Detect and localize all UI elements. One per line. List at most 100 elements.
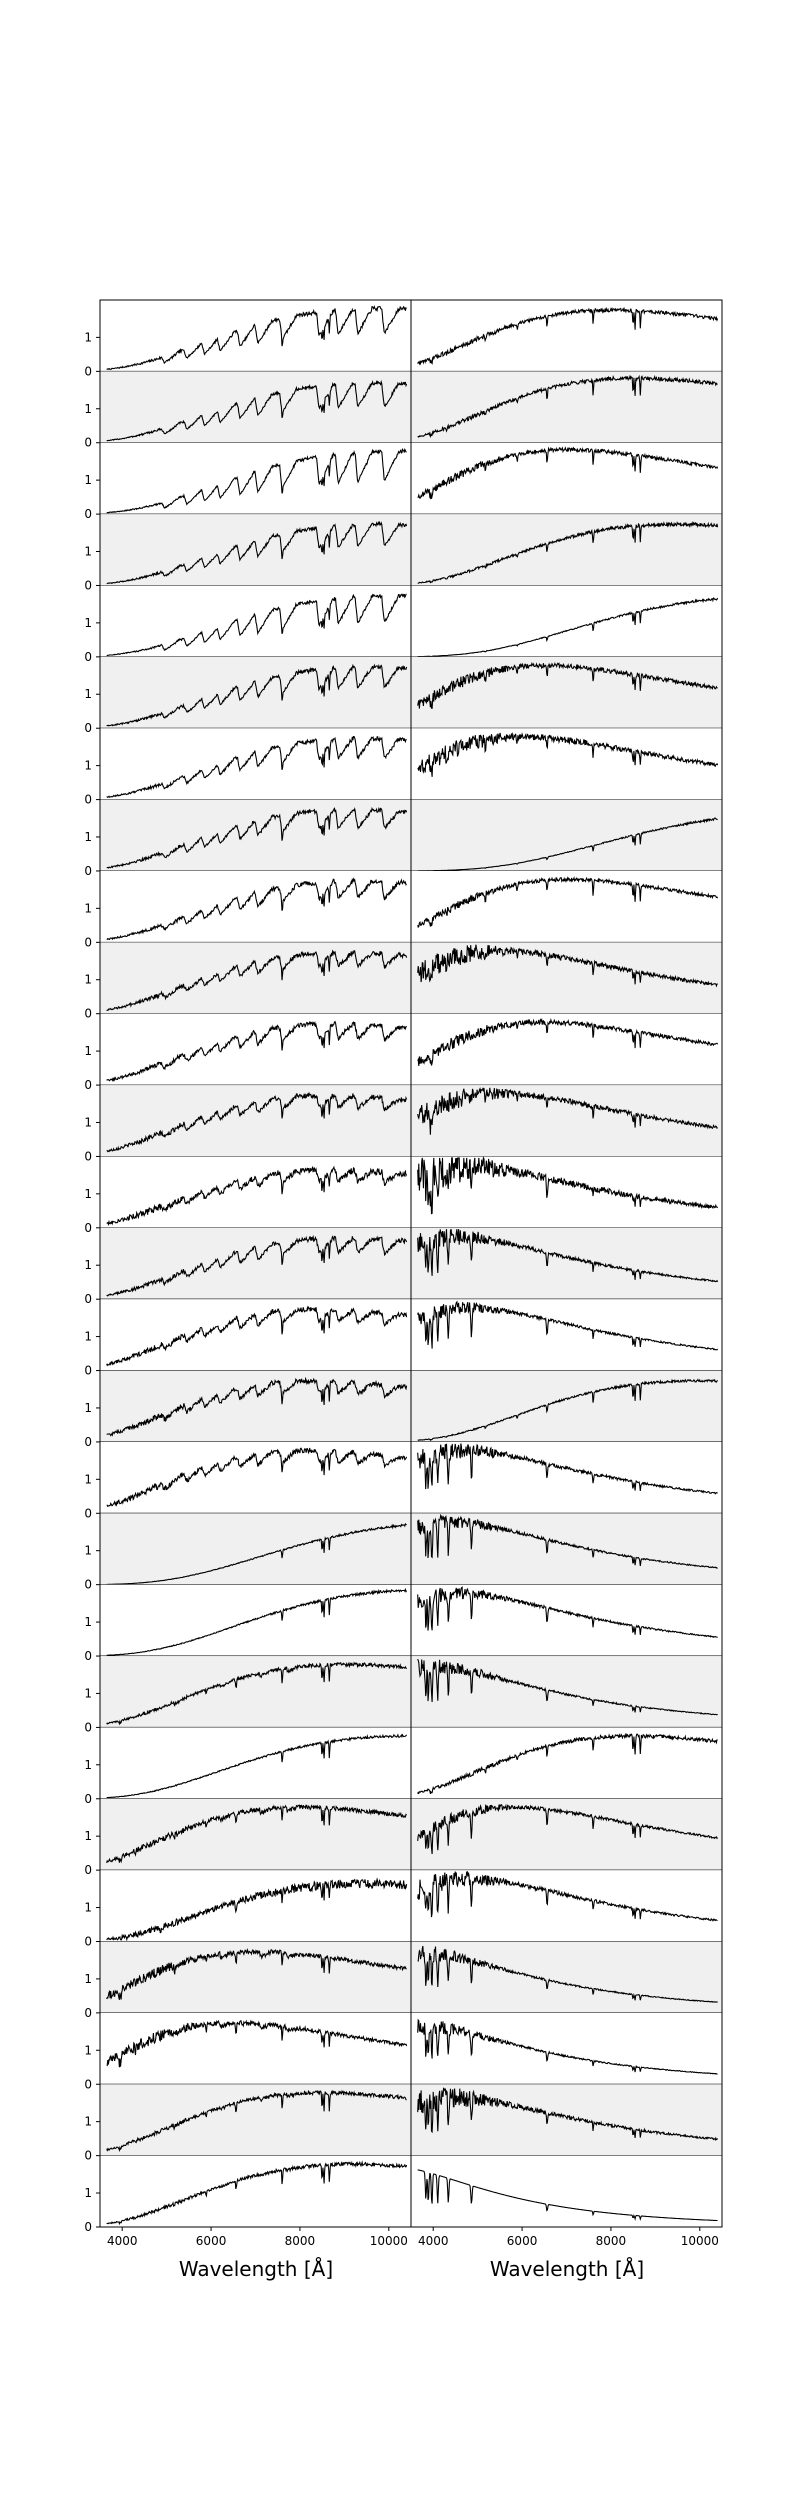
y-tick-label: 1 [84, 1758, 92, 1772]
y-tick-label: 0 [84, 1578, 92, 1592]
y-tick-label: 0 [84, 2077, 92, 2091]
y-tick-label: 0 [84, 1506, 92, 1520]
spectrum-line-right-1 [417, 306, 719, 366]
y-tick-label: 1 [84, 1472, 92, 1486]
spectrum-line-left-9 [106, 877, 407, 941]
y-tick-label: 1 [84, 2115, 92, 2129]
x-axis-label-right: Wavelength [Å] [490, 2257, 644, 2281]
y-tick-label: 0 [84, 1221, 92, 1235]
spectrum-line-right-22 [417, 1803, 719, 1855]
spectrum-line-right-20 [417, 1658, 718, 1716]
spectrum-line-left-12 [106, 1091, 408, 1153]
spectrum-line-right-8 [417, 817, 718, 872]
spectrum-line-left-26 [106, 2089, 407, 2153]
y-tick-label: 0 [84, 650, 92, 664]
y-tick-label: 0 [84, 1078, 92, 1092]
y-tick-label: 1 [84, 1829, 92, 1843]
spectrum-line-right-19 [417, 1586, 718, 1638]
y-tick-label: 0 [84, 864, 92, 878]
spectrum-line-left-13 [106, 1165, 408, 1227]
y-tick-label: 1 [84, 901, 92, 915]
x-tick-label: 10000 [681, 2234, 719, 2248]
y-tick-label: 1 [84, 1401, 92, 1415]
spectrum-line-left-14 [106, 1234, 408, 1297]
x-tick-label: 6000 [507, 2234, 538, 2248]
spectrum-line-left-21 [106, 1733, 408, 1799]
spectrum-line-left-2 [106, 379, 408, 442]
x-tick-label: 4000 [107, 2234, 138, 2248]
spectrum-line-right-15 [417, 1300, 719, 1351]
y-tick-label: 0 [84, 721, 92, 735]
spectrum-line-left-18 [106, 1522, 407, 1585]
spectrum-line-right-3 [417, 446, 719, 500]
y-tick-label: 1 [84, 1972, 92, 1986]
spectrum-line-right-4 [417, 521, 719, 584]
figure-frame [99, 299, 723, 2228]
axis-labels: 0 1 0 1 0 1 0 1 0 1 0 1 0 1 0 1 0 1 0 1 0 1 0 1 0 1 0 1 0 1 0 1 0 1 0 1 0 1 0 1… [84, 330, 719, 2248]
spectrum-line-left-19 [106, 1587, 408, 1656]
spectrum-line-right-2 [417, 374, 718, 438]
x-axis-label-left: Wavelength [Å] [179, 2257, 333, 2281]
spectrum-line-right-11 [417, 1017, 719, 1066]
y-tick-label: 1 [84, 1544, 92, 1558]
y-tick-label: 1 [84, 616, 92, 630]
x-tick-label: 8000 [285, 2234, 316, 2248]
y-tick-label: 0 [84, 2006, 92, 2020]
y-tick-label: 0 [84, 578, 92, 592]
spectrum-line-left-1 [106, 305, 407, 371]
y-tick-label: 1 [84, 1330, 92, 1344]
y-tick-label: 0 [84, 1935, 92, 1949]
y-tick-label: 1 [84, 2186, 92, 2200]
spectrum-line-right-12 [417, 1087, 718, 1135]
spectrum-line-left-16 [106, 1376, 408, 1437]
spectrum-line-left-17 [106, 1447, 408, 1508]
y-tick-label: 1 [84, 1615, 92, 1629]
y-tick-label: 0 [84, 935, 92, 949]
y-tick-label: 0 [84, 436, 92, 450]
spectrum-line-right-24 [417, 1945, 718, 2003]
y-tick-label: 1 [84, 1258, 92, 1272]
spectrum-line-left-8 [106, 806, 408, 869]
y-tick-label: 0 [84, 1149, 92, 1163]
spectrum-line-left-27 [106, 2160, 408, 2226]
y-tick-label: 0 [84, 1863, 92, 1877]
y-tick-label: 0 [84, 1649, 92, 1663]
y-tick-label: 1 [84, 687, 92, 701]
spectrum-line-right-23 [417, 1871, 718, 1922]
spectrum-line-right-17 [417, 1443, 718, 1495]
y-tick-label: 0 [84, 1792, 92, 1806]
spectrum-line-left-11 [106, 1020, 407, 1082]
spectrum-line-right-14 [417, 1228, 719, 1283]
spectrum-line-left-10 [106, 949, 408, 1012]
spectrum-line-left-15 [106, 1305, 408, 1367]
y-tick-label: 0 [84, 793, 92, 807]
spectrum-line-right-21 [417, 1732, 718, 1795]
y-tick-label: 1 [84, 1901, 92, 1915]
x-tick-label: 6000 [196, 2234, 227, 2248]
spectrum-line-left-20 [106, 1661, 408, 1726]
spectrum-line-left-23 [106, 1877, 408, 1942]
x-tick-label: 8000 [596, 2234, 627, 2248]
spectrum-line-left-7 [106, 736, 407, 798]
spectrum-line-right-9 [417, 875, 719, 929]
y-tick-label: 1 [84, 1044, 92, 1058]
y-tick-label: 1 [84, 1686, 92, 1700]
y-tick-label: 1 [84, 473, 92, 487]
spectrum-line-right-10 [417, 944, 718, 988]
spectrum-line-right-26 [417, 2087, 719, 2141]
y-tick-label: 1 [84, 973, 92, 987]
spectrum-line-left-24 [106, 1948, 407, 2000]
spectrum-line-left-4 [106, 520, 408, 585]
y-tick-label: 1 [84, 544, 92, 558]
y-tick-label: 0 [84, 1292, 92, 1306]
y-tick-label: 0 [84, 2149, 92, 2163]
spectrum-line-right-27 [417, 2169, 718, 2222]
y-tick-label: 0 [84, 364, 92, 378]
y-tick-label: 1 [84, 1115, 92, 1129]
y-tick-label: 0 [84, 1364, 92, 1378]
y-tick-label: 1 [84, 330, 92, 344]
y-tick-label: 1 [84, 830, 92, 844]
y-tick-label: 0 [84, 1435, 92, 1449]
y-tick-label: 0 [84, 2220, 92, 2234]
